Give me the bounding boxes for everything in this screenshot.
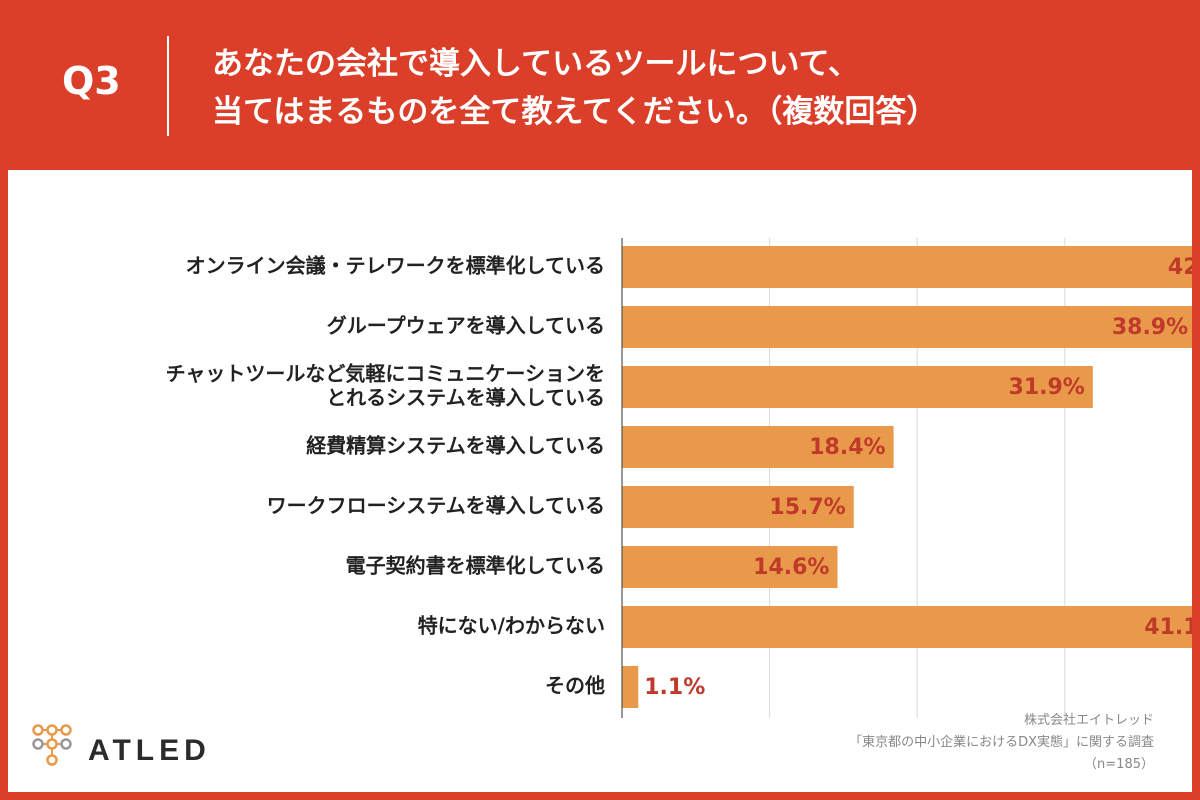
question-number: Q3 (62, 59, 121, 103)
question-title: あなたの会社で導入しているツールについて、 当てはまるものを全て教えてください。… (212, 40, 1172, 136)
bar (622, 306, 1192, 348)
question-line-2: 当てはまるものを全て教えてください。（複数回答） (212, 94, 938, 130)
bar (622, 486, 854, 528)
chart-panel: オンライン会議・テレワークを標準化している 42.7% グループウェアを導入している… (8, 170, 1192, 792)
logo-wordmark: ATLED (88, 734, 211, 767)
bar (622, 666, 639, 708)
bar-chart: オンライン会議・テレワークを標準化している 42.7% グループウェアを導入している… (166, 238, 1192, 718)
category-label: 経費精算システムを導入している (306, 434, 605, 458)
value-label: 1.1% (644, 675, 705, 700)
category-label: 電子契約書を標準化している (346, 554, 605, 578)
bar (622, 366, 1093, 408)
header-divider (167, 36, 169, 136)
category-label: とれるシステムを導入している (326, 386, 605, 410)
question-line-1: あなたの会社で導入しているツールについて、 (212, 46, 859, 82)
value-label: 38.9% (1112, 315, 1188, 340)
category-label: その他 (545, 674, 605, 698)
bar (622, 426, 894, 468)
category-label: チャットツールなど気軽にコミュニケーションを (166, 362, 605, 386)
category-label: オンライン会議・テレワークを標準化している (186, 254, 605, 278)
value-label: 15.7% (769, 495, 845, 520)
source-survey: 「東京都の中小企業におけるDX実態」に関する調査 (849, 735, 1154, 750)
source-sample: （n=185） (1084, 757, 1154, 772)
value-label: 41.1% (1144, 615, 1192, 640)
molecule-nodes-icon (32, 724, 72, 766)
atled-logo (30, 718, 210, 778)
value-label: 31.9% (1009, 375, 1085, 400)
bar (622, 606, 1192, 648)
bar (622, 546, 838, 588)
header: Q3 あなたの会社で導入しているツールについて、 当てはまるものを全て教えてくだ… (0, 0, 1200, 165)
value-label: 42.7% (1168, 255, 1192, 280)
source-note: 株式会社エイトレッド 「東京都の中小企業におけるDX実態」に関する調査 （n=1… (849, 710, 1154, 776)
category-label: グループウェアを導入している (327, 314, 605, 338)
bar (622, 246, 1192, 288)
category-label: ワークフローシステムを導入している (267, 494, 605, 518)
value-label: 18.4% (809, 435, 885, 460)
value-label: 14.6% (753, 555, 829, 580)
source-company: 株式会社エイトレッド (1023, 713, 1154, 728)
category-label: 特にない/わからない (418, 614, 605, 638)
